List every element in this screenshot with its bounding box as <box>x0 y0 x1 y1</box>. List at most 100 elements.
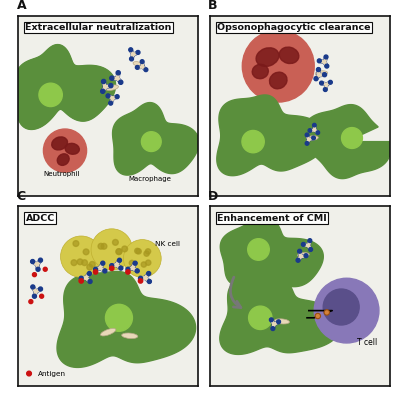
Circle shape <box>79 276 83 280</box>
Circle shape <box>109 101 113 105</box>
Circle shape <box>324 88 327 91</box>
Text: B: B <box>208 0 218 12</box>
Circle shape <box>87 264 93 270</box>
Circle shape <box>110 76 114 80</box>
Circle shape <box>71 260 77 266</box>
Circle shape <box>142 132 161 152</box>
Circle shape <box>44 129 86 172</box>
Circle shape <box>106 304 132 331</box>
Circle shape <box>312 136 315 140</box>
Circle shape <box>32 273 36 277</box>
Circle shape <box>133 261 137 265</box>
Circle shape <box>38 258 42 262</box>
Text: NK cell: NK cell <box>155 241 180 247</box>
FancyArrowPatch shape <box>230 277 241 308</box>
Text: Enhancement of CMI: Enhancement of CMI <box>217 214 327 223</box>
Circle shape <box>118 258 122 262</box>
Circle shape <box>316 131 320 134</box>
Circle shape <box>135 269 139 273</box>
Polygon shape <box>112 102 199 175</box>
Circle shape <box>83 249 89 255</box>
Text: Extracellular neutralization: Extracellular neutralization <box>26 23 172 32</box>
Circle shape <box>308 239 312 242</box>
Circle shape <box>302 242 305 246</box>
Polygon shape <box>57 271 196 368</box>
Circle shape <box>39 83 62 106</box>
Ellipse shape <box>252 64 268 79</box>
Circle shape <box>314 77 318 81</box>
Circle shape <box>309 247 312 251</box>
Circle shape <box>103 269 107 273</box>
Circle shape <box>315 313 320 319</box>
Ellipse shape <box>52 137 68 150</box>
Ellipse shape <box>279 47 299 63</box>
Text: Neutrophil: Neutrophil <box>43 171 80 177</box>
Circle shape <box>129 260 134 266</box>
Circle shape <box>116 249 122 255</box>
Circle shape <box>88 279 92 283</box>
Circle shape <box>305 141 309 145</box>
Circle shape <box>109 84 113 88</box>
Circle shape <box>102 80 106 84</box>
Text: Antigen: Antigen <box>38 370 66 377</box>
Circle shape <box>328 80 332 84</box>
Circle shape <box>122 246 128 252</box>
Ellipse shape <box>315 71 328 76</box>
Ellipse shape <box>274 319 290 324</box>
Circle shape <box>43 267 47 271</box>
Polygon shape <box>220 217 323 287</box>
Circle shape <box>29 300 33 304</box>
Ellipse shape <box>270 72 287 89</box>
Circle shape <box>40 294 44 298</box>
Circle shape <box>119 266 123 270</box>
Circle shape <box>296 258 300 262</box>
Circle shape <box>242 30 314 102</box>
Circle shape <box>308 129 312 132</box>
Polygon shape <box>217 95 327 176</box>
Circle shape <box>27 371 31 376</box>
Circle shape <box>305 133 309 137</box>
Circle shape <box>242 130 264 153</box>
Circle shape <box>136 50 140 54</box>
Circle shape <box>324 55 328 59</box>
Ellipse shape <box>133 61 144 67</box>
Circle shape <box>136 65 139 69</box>
Circle shape <box>115 95 119 98</box>
Ellipse shape <box>307 136 318 140</box>
Circle shape <box>342 128 362 149</box>
Text: T cell: T cell <box>357 338 378 347</box>
Circle shape <box>32 294 36 298</box>
Circle shape <box>323 289 359 325</box>
Circle shape <box>249 306 272 329</box>
Ellipse shape <box>65 143 79 154</box>
Circle shape <box>79 279 83 283</box>
Polygon shape <box>302 105 391 178</box>
Circle shape <box>36 267 40 271</box>
Circle shape <box>101 243 107 249</box>
Circle shape <box>94 267 98 271</box>
Circle shape <box>271 327 275 331</box>
Circle shape <box>73 241 79 246</box>
Circle shape <box>147 271 151 275</box>
Circle shape <box>98 243 104 249</box>
Text: D: D <box>208 190 218 203</box>
Circle shape <box>101 261 105 265</box>
Circle shape <box>38 287 42 291</box>
Circle shape <box>146 260 151 265</box>
Circle shape <box>320 81 324 85</box>
Circle shape <box>91 229 132 270</box>
Circle shape <box>116 71 120 75</box>
Circle shape <box>124 240 161 277</box>
Circle shape <box>110 264 114 268</box>
Circle shape <box>324 310 330 315</box>
Circle shape <box>312 123 316 127</box>
Circle shape <box>317 59 321 63</box>
Circle shape <box>31 260 35 264</box>
Circle shape <box>325 64 329 68</box>
Circle shape <box>138 279 143 283</box>
Circle shape <box>277 320 280 323</box>
Text: A: A <box>16 0 26 12</box>
Circle shape <box>101 89 105 93</box>
Circle shape <box>94 270 98 274</box>
Circle shape <box>135 248 140 253</box>
